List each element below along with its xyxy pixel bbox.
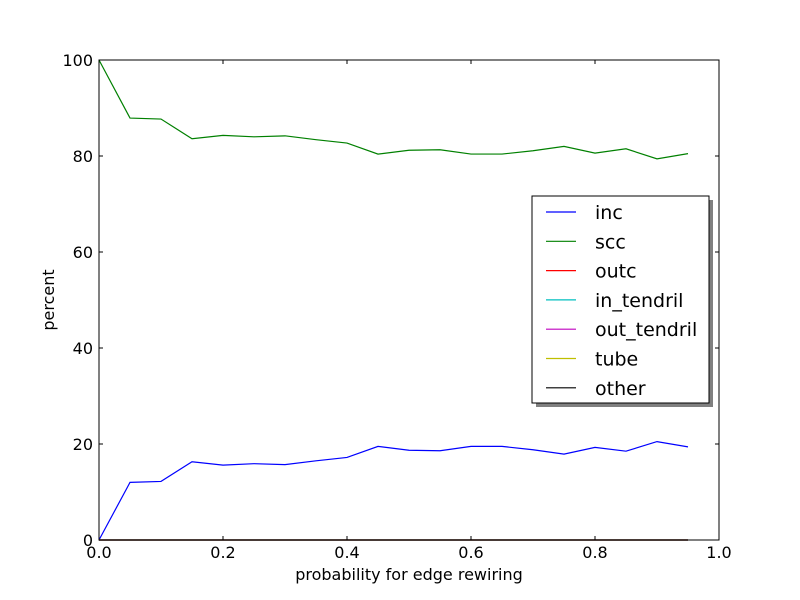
legend-label-in-tendril: in_tendril xyxy=(595,290,683,312)
y-tick-label: 20 xyxy=(73,435,93,454)
y-axis-ticks: 0 20 40 60 80 100 xyxy=(62,51,719,550)
x-axis-label: probability for edge rewiring xyxy=(295,565,523,584)
x-tick-label: 0.4 xyxy=(334,543,359,562)
legend-label-outc: outc xyxy=(595,261,637,283)
x-tick-label: 0.8 xyxy=(582,543,607,562)
legend-label-out-tendril: out_tendril xyxy=(595,319,697,341)
legend-label-other: other xyxy=(595,378,646,400)
x-tick-label: 0.2 xyxy=(210,543,235,562)
series-line-inc xyxy=(98,440,689,541)
y-tick-label: 60 xyxy=(73,243,93,262)
x-tick-label: 0.0 xyxy=(86,543,111,562)
y-tick-label: 40 xyxy=(73,339,93,358)
y-tick-label: 100 xyxy=(62,51,93,70)
legend-label-inc: inc xyxy=(595,202,623,224)
x-tick-label: 1.0 xyxy=(706,543,731,562)
x-tick-label: 0.6 xyxy=(458,543,483,562)
y-tick-label: 80 xyxy=(73,147,93,166)
plot-frame xyxy=(98,59,720,541)
series-line-scc xyxy=(98,59,689,160)
y-axis-label: percent xyxy=(39,269,58,330)
legend-label-tube: tube xyxy=(595,349,638,371)
legend-label-scc: scc xyxy=(595,231,626,253)
y-tick-label: 0 xyxy=(83,531,93,550)
x-axis-ticks: 0.0 0.2 0.4 0.6 0.8 1.0 xyxy=(86,60,732,562)
